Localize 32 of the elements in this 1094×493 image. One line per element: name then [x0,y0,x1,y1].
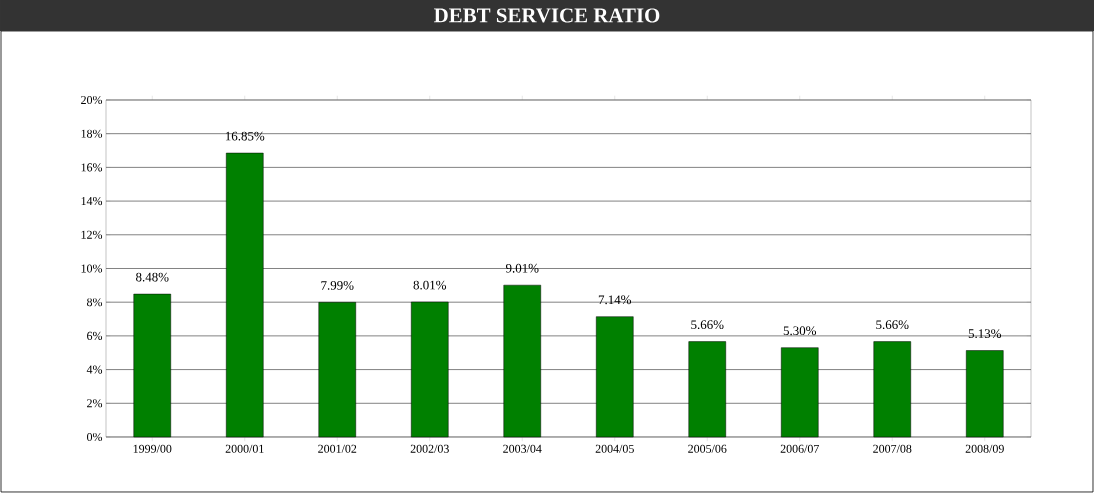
x-tick-label: 2003/04 [503,444,542,453]
y-tick-label: 0% [87,432,103,442]
data-label: 8.48% [136,272,169,282]
x-tick-label: 1999/00 [133,444,172,453]
y-tick-label: 18% [81,129,103,138]
x-tick-label: 2008/09 [965,444,1004,453]
x-tick-label: 2000/01 [225,444,264,453]
chart-title: DEBT SERVICE RATIO [434,8,660,23]
data-label: 16.85% [225,131,265,141]
x-tick-label: 2006/07 [780,444,819,453]
data-label: 7.14% [598,295,632,305]
y-tick-label: 16% [81,163,103,172]
data-label: 5.13% [968,329,1002,339]
y-tick-label: 8% [87,298,103,307]
data-label: 7.99% [321,281,354,290]
y-tick-label: 4% [86,365,103,374]
y-tick-label: 20% [81,95,103,105]
data-label: 9.01% [505,263,539,273]
y-tick-label: 14% [81,197,103,206]
x-tick-label: 2004/05 [595,444,634,453]
x-tick-label: 2007/08 [873,444,912,453]
x-tick-label: 2001/02 [318,444,357,453]
y-tick-label: 2% [87,399,103,408]
data-label: 5.66% [876,320,909,330]
y-tick-label: 12% [81,230,103,239]
x-tick-label: 2002/03 [410,444,449,453]
data-label: 5.66% [691,320,724,330]
x-tick-label: 2005/06 [688,444,727,453]
y-tick-label: 6% [87,331,103,340]
data-label: 8.01% [413,280,447,290]
y-tick-label: 10% [81,264,103,273]
data-label: 5.30% [783,326,817,336]
